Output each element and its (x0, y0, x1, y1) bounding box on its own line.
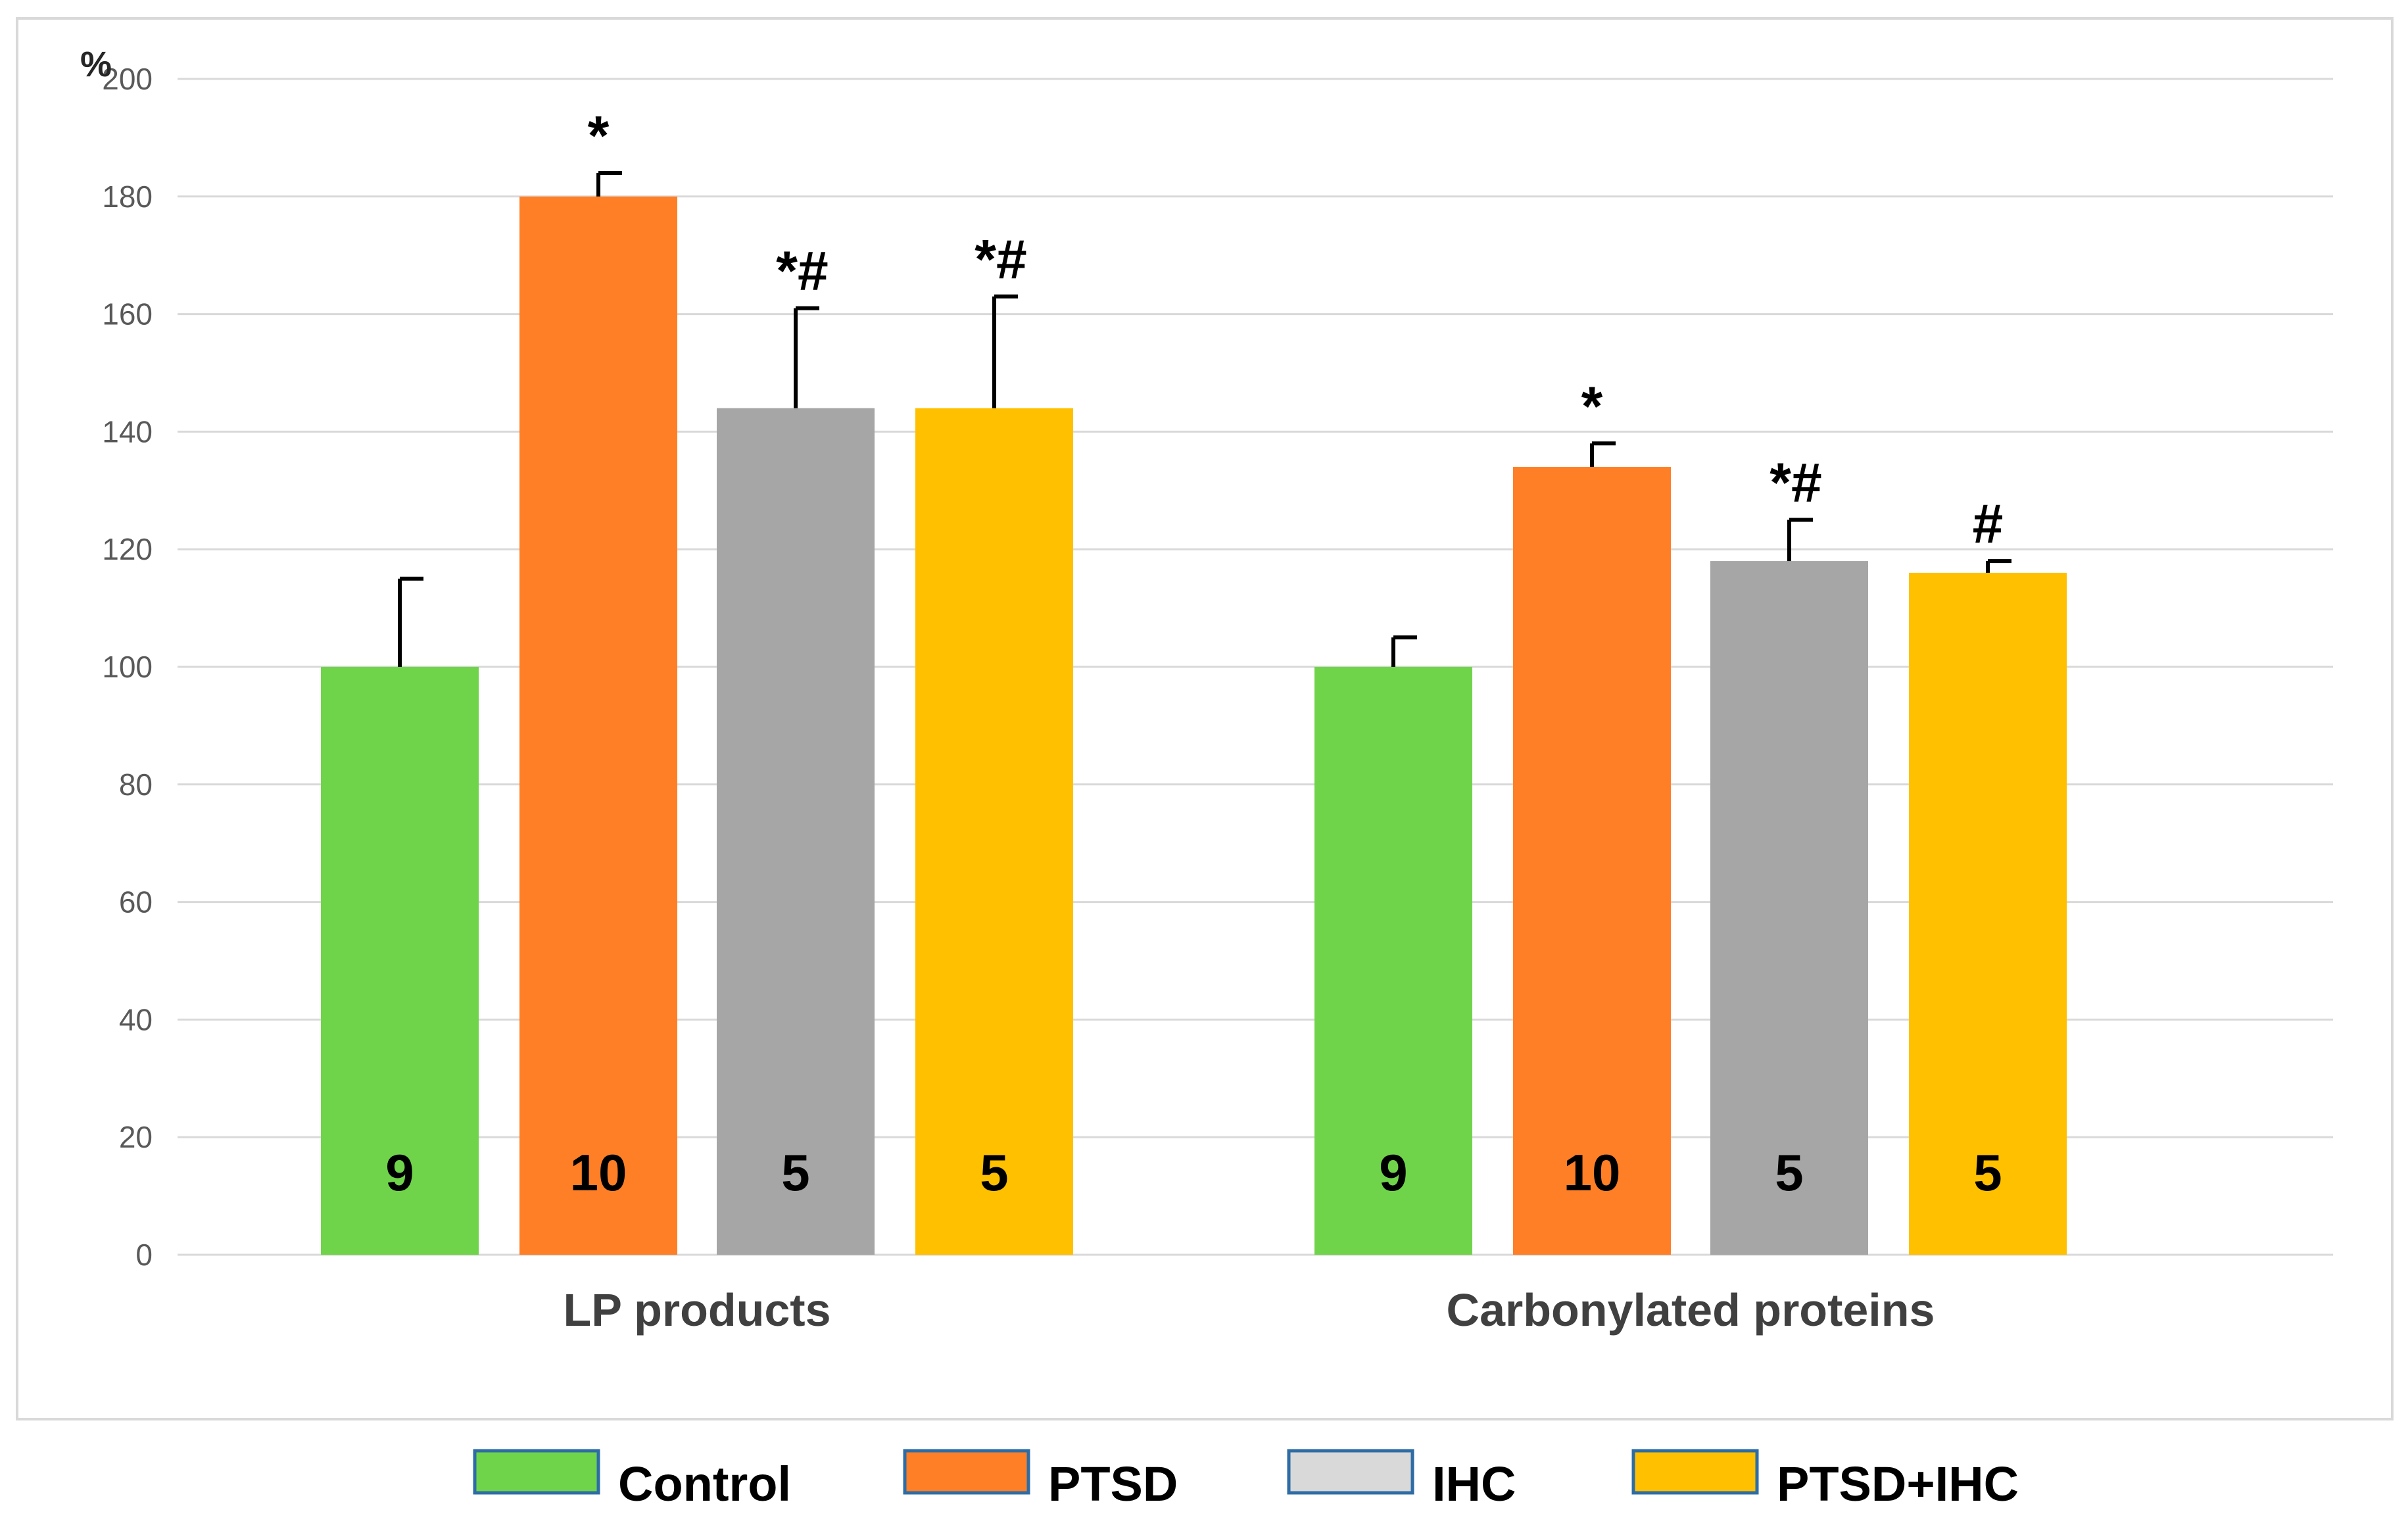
bar-n-label: 5 (1973, 1144, 2002, 1201)
legend-swatch (903, 1449, 1030, 1495)
significance-mark: * (1581, 375, 1603, 437)
y-tick-label: 80 (119, 767, 153, 802)
bar-ptsd-1 (519, 196, 677, 1255)
y-tick-label: 20 (119, 1120, 153, 1154)
bar-ihc-2 (1710, 561, 1868, 1255)
bar-n-label: 9 (385, 1144, 414, 1201)
y-axis-ticks: 0 20 40 60 80 100 120 140 160 180 200 (102, 62, 153, 1272)
legend-item-ptsd: PTSD (903, 1449, 1178, 1511)
y-axis-unit-label: % (80, 45, 112, 84)
bar-ihc-1 (717, 408, 875, 1255)
bar-n-label: 9 (1379, 1144, 1407, 1201)
y-tick-label: 60 (119, 885, 153, 919)
bar-n-label: 5 (1775, 1144, 1803, 1201)
y-tick-label: 140 (102, 414, 153, 449)
legend-item-ptsd-ihc: PTSD+IHC (1631, 1449, 2019, 1511)
legend-swatch (473, 1449, 600, 1495)
legend-label: Control (618, 1457, 791, 1511)
bar-labels: 9 10 * 5 *# 5 *# 9 10 * 5 *# 5 # (385, 105, 2003, 1201)
bar-ptsd-ihc-1 (915, 408, 1073, 1255)
y-tick-label: 0 (135, 1238, 153, 1272)
y-tick-label: 120 (102, 532, 153, 566)
bar-n-label: 10 (1564, 1144, 1621, 1201)
bar-ptsd-2 (1513, 467, 1671, 1255)
x-category-label: Carbonylated proteins (1447, 1284, 1935, 1336)
y-tick-label: 200 (102, 62, 153, 96)
bar-n-label: 10 (570, 1144, 627, 1201)
significance-mark: *# (975, 228, 1026, 290)
x-axis-categories: LP products Carbonylated proteins (563, 1284, 1935, 1336)
y-tick-label: 100 (102, 650, 153, 684)
bars (321, 196, 2067, 1255)
y-tick-label: 180 (102, 180, 153, 214)
bar-control-2 (1314, 667, 1472, 1255)
significance-mark: *# (776, 240, 828, 302)
legend-item-ihc: IHC (1287, 1449, 1516, 1511)
y-tick-label: 160 (102, 297, 153, 331)
legend-swatch (1287, 1449, 1414, 1495)
bar-n-label: 5 (781, 1144, 809, 1201)
significance-mark: # (1973, 493, 2004, 554)
legend-label: PTSD+IHC (1777, 1457, 2019, 1511)
legend-label: PTSD (1048, 1457, 1178, 1511)
bar-control-1 (321, 667, 479, 1255)
x-category-label: LP products (563, 1284, 831, 1336)
bar-ptsd-ihc-2 (1909, 572, 2067, 1255)
legend: Control PTSD IHC PTSD+IHC (473, 1449, 2019, 1511)
significance-mark: *# (1770, 452, 1821, 514)
legend-label: IHC (1432, 1457, 1516, 1511)
error-bars (398, 171, 2011, 667)
legend-item-control: Control (473, 1449, 791, 1511)
y-tick-label: 40 (119, 1002, 153, 1036)
legend-swatch (1631, 1449, 1759, 1495)
significance-mark: * (588, 105, 610, 166)
bar-n-label: 5 (980, 1144, 1008, 1201)
